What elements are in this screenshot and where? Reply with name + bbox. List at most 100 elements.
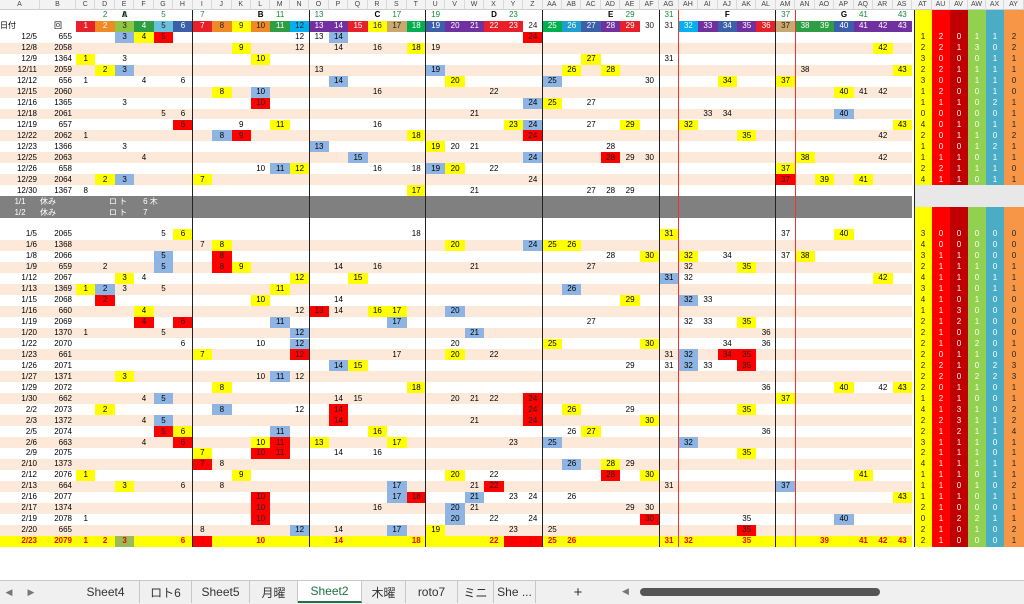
number-cell[interactable]: 42: [878, 152, 888, 162]
number-cell[interactable]: 31: [664, 349, 674, 359]
number-cell[interactable]: 1: [76, 283, 96, 295]
number-cell[interactable]: 12: [289, 272, 310, 284]
number-cell[interactable]: 35: [737, 448, 757, 459]
number-cell[interactable]: 12: [295, 404, 305, 414]
column-header-ae[interactable]: AE: [620, 0, 640, 10]
column-header-l[interactable]: L: [250, 0, 271, 10]
number-cell[interactable]: 21: [470, 109, 479, 119]
number-cell[interactable]: 8: [212, 130, 232, 142]
number-cell[interactable]: 2: [95, 283, 115, 295]
sheet-tab[interactable]: 月曜: [250, 581, 298, 603]
number-cell[interactable]: 31: [664, 54, 674, 64]
number-cell[interactable]: 22: [489, 470, 499, 480]
number-cell[interactable]: 40: [834, 108, 854, 120]
number-cell[interactable]: 22: [489, 536, 499, 546]
number-cell[interactable]: 9: [231, 261, 251, 273]
number-cell[interactable]: 17: [387, 316, 407, 328]
number-cell[interactable]: 13: [314, 65, 324, 75]
number-cell[interactable]: 36: [761, 338, 771, 348]
column-header-n[interactable]: N: [289, 0, 310, 10]
number-cell[interactable]: 8: [219, 459, 225, 469]
number-cell[interactable]: 32: [678, 119, 699, 131]
number-cell[interactable]: 17: [387, 305, 407, 317]
number-cell[interactable]: 12: [295, 43, 305, 53]
number-cell[interactable]: 9: [239, 119, 244, 129]
number-cell[interactable]: 1: [76, 53, 96, 65]
number-cell[interactable]: 16: [367, 426, 388, 438]
number-cell[interactable]: 43: [892, 119, 912, 131]
column-header-ax[interactable]: AX: [986, 0, 1004, 10]
number-cell[interactable]: 42: [878, 87, 888, 97]
column-header-ab[interactable]: AB: [562, 0, 582, 10]
column-header-d[interactable]: D: [95, 0, 115, 10]
number-cell[interactable]: 5: [153, 250, 174, 262]
number-cell[interactable]: 31: [664, 481, 674, 491]
column-header-ad[interactable]: AD: [600, 0, 621, 10]
number-cell[interactable]: 29: [625, 404, 635, 414]
number-cell[interactable]: 13: [314, 32, 324, 42]
number-cell[interactable]: 20: [450, 141, 460, 151]
number-cell[interactable]: 14: [334, 295, 343, 305]
number-cell[interactable]: 23: [508, 525, 518, 535]
column-header-o[interactable]: O: [309, 0, 329, 10]
number-cell[interactable]: 27: [586, 317, 596, 327]
number-cell[interactable]: 32: [683, 273, 693, 283]
number-cell[interactable]: 28: [600, 458, 621, 470]
column-header-ac[interactable]: AC: [581, 0, 601, 10]
number-cell[interactable]: 7: [200, 240, 205, 250]
number-cell[interactable]: 36: [761, 382, 771, 392]
number-cell[interactable]: 25: [542, 239, 563, 251]
number-cell[interactable]: 12: [289, 163, 310, 175]
number-cell[interactable]: 28: [606, 251, 616, 261]
number-cell[interactable]: 36: [761, 426, 771, 436]
number-cell[interactable]: 37: [775, 174, 796, 186]
column-header-b[interactable]: B: [40, 0, 76, 10]
number-cell[interactable]: 12: [295, 306, 305, 316]
column-header-a[interactable]: A: [0, 0, 40, 10]
number-cell[interactable]: 24: [523, 130, 543, 142]
number-cell[interactable]: 28: [600, 152, 621, 164]
number-cell[interactable]: 12: [295, 371, 305, 381]
number-cell[interactable]: 26: [562, 404, 582, 416]
number-cell[interactable]: 37: [775, 163, 796, 175]
number-cell[interactable]: 28: [606, 185, 616, 195]
number-cell[interactable]: 29: [625, 360, 635, 370]
number-cell[interactable]: 29: [625, 503, 635, 513]
number-cell[interactable]: 43: [892, 64, 912, 76]
number-cell[interactable]: 18: [411, 163, 421, 173]
number-cell[interactable]: 11: [270, 283, 290, 295]
column-header-c[interactable]: C: [76, 0, 96, 10]
number-cell[interactable]: 35: [737, 349, 757, 361]
number-cell[interactable]: 21: [470, 415, 479, 425]
number-cell[interactable]: 5: [153, 261, 174, 273]
number-cell[interactable]: 13: [309, 141, 329, 153]
number-cell[interactable]: 10: [250, 97, 271, 109]
number-cell[interactable]: 32: [683, 536, 693, 546]
column-header-av[interactable]: AV: [950, 0, 968, 10]
number-cell[interactable]: 5: [161, 328, 166, 338]
column-header-f[interactable]: F: [134, 0, 154, 10]
number-cell[interactable]: 19: [425, 64, 446, 76]
number-cell[interactable]: 7: [192, 349, 213, 361]
number-cell[interactable]: 10: [250, 437, 271, 448]
number-cell[interactable]: 10: [250, 53, 271, 65]
number-cell[interactable]: 10: [250, 294, 271, 306]
column-header-h[interactable]: H: [173, 0, 193, 10]
column-header-aq[interactable]: AQ: [853, 0, 874, 10]
number-cell[interactable]: 41: [858, 536, 868, 546]
number-cell[interactable]: 9: [231, 42, 251, 54]
number-cell[interactable]: 24: [523, 97, 543, 109]
number-cell[interactable]: 6: [180, 109, 186, 119]
number-cell[interactable]: 35: [737, 360, 757, 372]
number-cell[interactable]: 3: [114, 174, 135, 186]
number-cell[interactable]: 24: [523, 31, 543, 43]
number-cell[interactable]: 40: [834, 86, 854, 98]
number-cell[interactable]: 41: [853, 174, 874, 186]
number-cell[interactable]: 19: [425, 141, 446, 153]
sheet-tab[interactable]: ミニ: [458, 581, 494, 603]
number-cell[interactable]: 22: [489, 163, 499, 173]
number-cell[interactable]: 3: [114, 31, 135, 43]
number-cell[interactable]: 2: [95, 64, 115, 76]
number-cell[interactable]: 15: [348, 152, 368, 164]
number-cell[interactable]: 23: [508, 492, 518, 502]
